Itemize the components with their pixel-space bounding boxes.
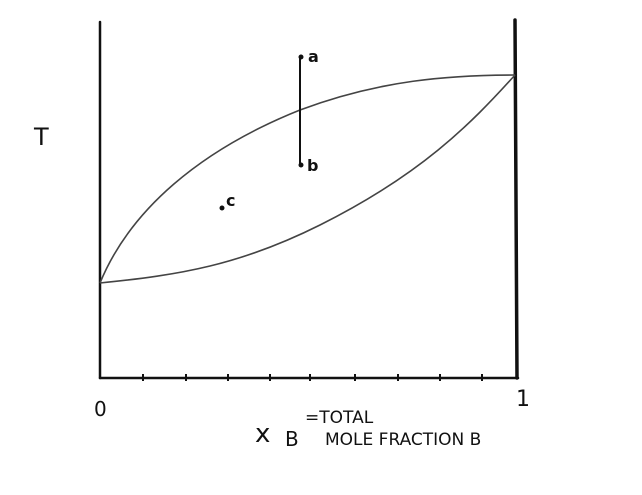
x-tick-1: 1 [516,387,530,412]
right-boundary [513,18,519,380]
x-axis-ticks [142,374,483,381]
upper-curve [99,74,516,284]
label-a: a [308,47,319,66]
x-label-subscript: B [285,427,299,451]
x-label-symbol: x [255,419,270,449]
point-a [298,54,304,60]
x-label-line1: =TOTAL [305,408,374,428]
y-label: T [33,123,49,151]
x-label-line2: MOLE FRACTION B [325,430,481,450]
x-tick-0: 0 [94,397,107,421]
label-b: b [307,156,318,175]
lower-curve [99,74,516,284]
point-b [298,162,304,168]
point-c [219,205,225,211]
label-c: c [226,191,235,210]
